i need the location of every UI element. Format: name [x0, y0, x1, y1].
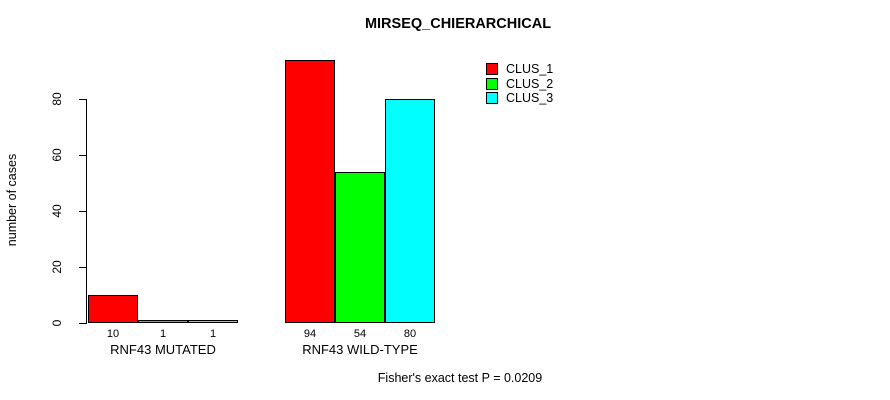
y-tick-mark	[79, 211, 86, 212]
legend-item-clus_1: CLUS_1	[486, 62, 553, 77]
fisher-test-note: Fisher's exact test P = 0.0209	[377, 371, 543, 385]
y-tick-label: 60	[50, 148, 64, 162]
legend-label: CLUS_3	[506, 91, 554, 106]
legend-color-swatch	[486, 92, 498, 105]
y-axis-label: number of cases	[5, 153, 19, 247]
bar-value-label: 80	[403, 328, 417, 340]
bar-clus_3-mutated	[188, 320, 238, 323]
bar-value-label: 94	[303, 328, 317, 340]
y-tick-mark	[79, 155, 86, 156]
legend: CLUS_1 CLUS_2 CLUS_3	[486, 62, 553, 106]
bar-value-label: 1	[159, 328, 167, 340]
x-category-label: RNF43 MUTATED	[110, 342, 216, 357]
y-tick-label: 40	[50, 204, 64, 218]
y-tick-mark	[79, 99, 86, 100]
bar-clus_2-wild-type	[335, 171, 385, 323]
y-tick-label: 20	[50, 260, 64, 274]
bar-clus_1-mutated	[88, 295, 138, 323]
legend-color-swatch	[486, 77, 498, 90]
legend-item-clus_3: CLUS_3	[486, 91, 553, 106]
bar-clus_2-mutated	[138, 320, 188, 323]
bar-value-label: 54	[353, 328, 367, 340]
y-axis-line	[86, 99, 87, 324]
bar-clus_3-wild-type	[385, 99, 435, 323]
legend-label: CLUS_2	[506, 76, 554, 91]
bar-clus_1-wild-type	[285, 59, 335, 323]
chart-title: MIRSEQ_CHIERARCHICAL	[364, 16, 552, 32]
y-tick-mark	[79, 267, 86, 268]
bar-value-label: 1	[209, 328, 217, 340]
legend-color-swatch	[486, 63, 498, 76]
y-tick-label: 0	[50, 319, 64, 327]
y-tick-mark	[79, 323, 86, 324]
bar-value-label: 10	[106, 328, 120, 340]
y-tick-label: 80	[50, 92, 64, 106]
legend-label: CLUS_1	[506, 62, 554, 77]
x-category-label: RNF43 WILD-TYPE	[302, 342, 418, 357]
legend-item-clus_2: CLUS_2	[486, 77, 553, 92]
